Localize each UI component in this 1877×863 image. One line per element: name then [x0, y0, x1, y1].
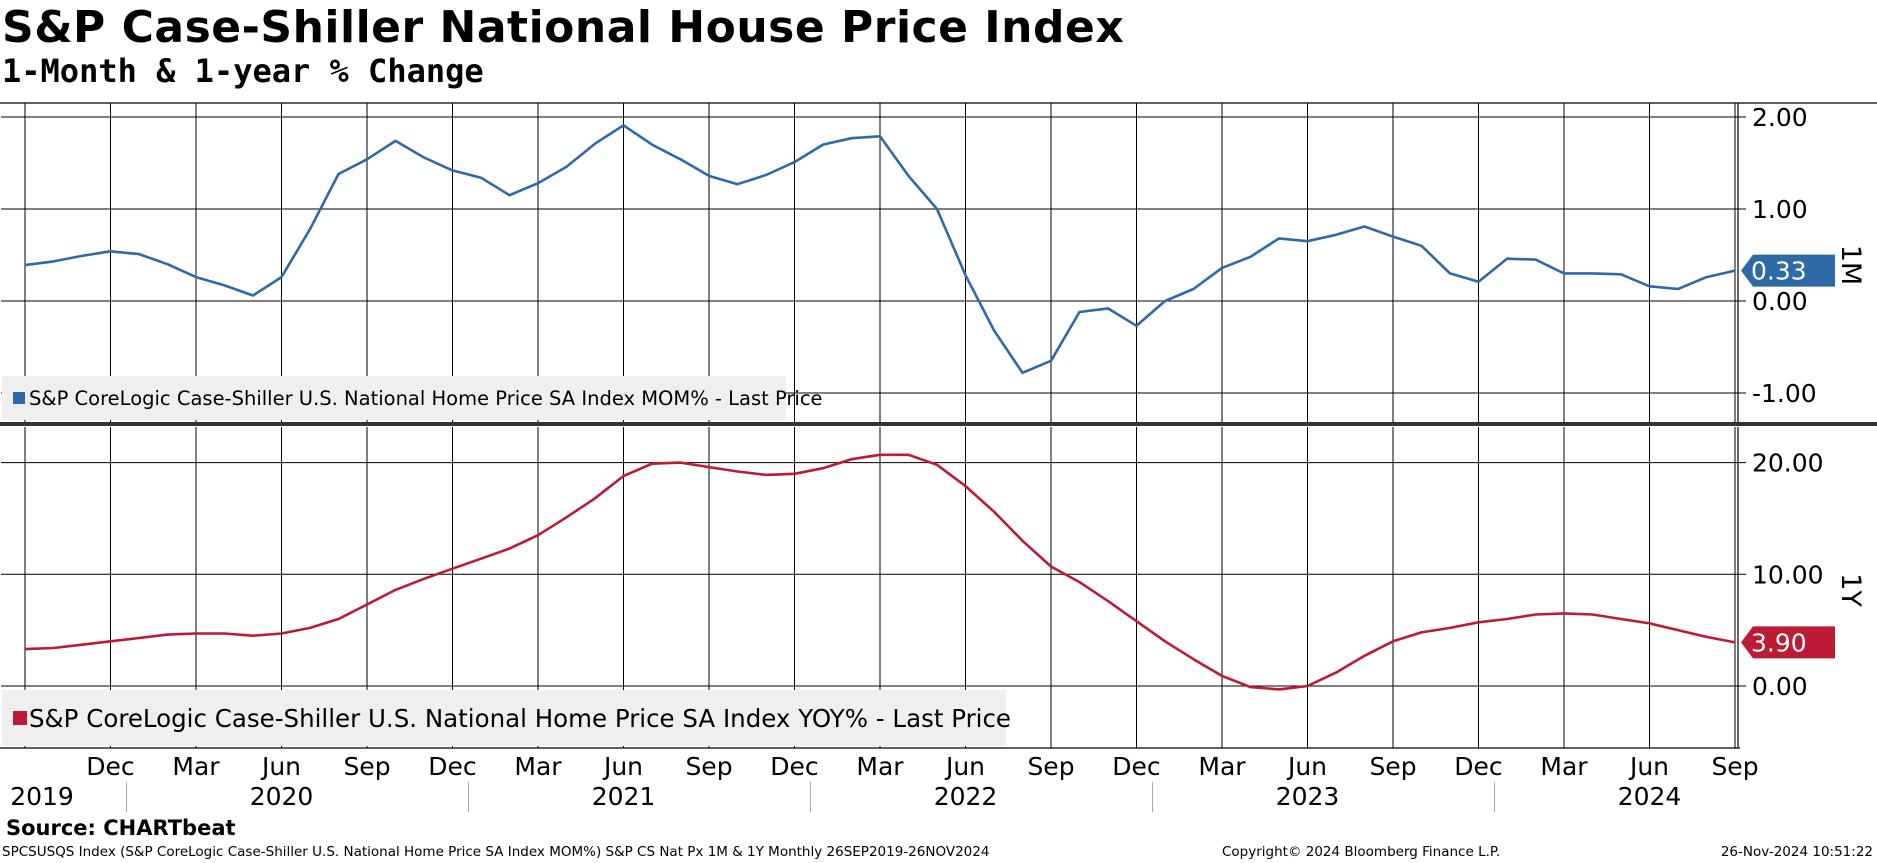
- footer-copyright: Copyright© 2024 Bloomberg Finance L.P.: [1222, 844, 1501, 860]
- chart-area: 2.00 1.00 0.00 -1.00 1M 0.33 S&P CoreLogic Cas…: [0, 102, 1877, 812]
- x-month-label: Dec: [1112, 752, 1160, 781]
- x-month-label: Sep: [685, 752, 732, 781]
- footer-timestamp: 26-Nov-2024 10:51:22: [1720, 844, 1873, 860]
- panel-label: 1Y: [1835, 573, 1866, 607]
- legend-label: S&P CoreLogic Case-Shiller U.S. National…: [29, 704, 1011, 733]
- x-month-label: Jun: [944, 752, 985, 781]
- x-year-label: 2022: [934, 782, 998, 811]
- y-tick-label: 20.00: [1752, 449, 1824, 478]
- x-month-label: Mar: [1198, 752, 1246, 781]
- series-line: [24, 124, 1736, 375]
- x-month-label: Dec: [86, 752, 134, 781]
- chart-subtitle: 1-Month & 1-year % Change: [2, 52, 484, 90]
- y-tick-label: -1.00: [1752, 379, 1817, 408]
- x-month-label: Dec: [1454, 752, 1502, 781]
- y-tick-label: 10.00: [1752, 560, 1824, 589]
- x-month-label: Jun: [1286, 752, 1327, 781]
- last-value-label: 3.90: [1751, 628, 1807, 657]
- x-month-label: Sep: [343, 752, 390, 781]
- y-tick-label: 2.00: [1752, 103, 1808, 132]
- legend-box: [2, 376, 786, 420]
- legend-label: S&P CoreLogic Case-Shiller U.S. National…: [29, 387, 823, 410]
- x-year-label: 2023: [1276, 782, 1340, 811]
- x-month-label: Mar: [514, 752, 562, 781]
- series-line: [24, 453, 1736, 691]
- x-month-label: Mar: [172, 752, 220, 781]
- panel-separator: [0, 422, 1877, 426]
- x-month-label: Sep: [1369, 752, 1416, 781]
- x-year-label: 2024: [1618, 782, 1682, 811]
- x-month-label: Dec: [770, 752, 818, 781]
- x-month-label: Jun: [260, 752, 301, 781]
- last-value-tag: [1741, 626, 1835, 659]
- source-label: Source: CHARTbeat: [6, 816, 236, 840]
- x-month-label: Mar: [856, 752, 904, 781]
- x-year-label: 2019: [10, 782, 74, 811]
- x-month-label: Sep: [1711, 752, 1758, 781]
- chart-title: S&P Case-Shiller National House Price In…: [2, 2, 1125, 53]
- x-month-label: Mar: [1540, 752, 1588, 781]
- y-tick-label: 1.00: [1752, 195, 1808, 224]
- last-value-tag: [1741, 254, 1835, 287]
- panel-label: 1M: [1835, 245, 1866, 285]
- y-tick-label: 0.00: [1752, 672, 1808, 701]
- x-month-label: Jun: [602, 752, 643, 781]
- legend-swatch: [13, 392, 25, 404]
- legend-box: [2, 690, 1006, 746]
- x-year-label: 2021: [592, 782, 656, 811]
- legend-swatch: [13, 711, 27, 725]
- x-year-label: 2020: [250, 782, 314, 811]
- x-month-label: Dec: [428, 752, 476, 781]
- x-month-label: Sep: [1027, 752, 1074, 781]
- y-tick-label: 0.00: [1752, 287, 1808, 316]
- last-value-label: 0.33: [1751, 257, 1807, 286]
- footer-description: SPCSUSQS Index (S&P CoreLogic Case-Shill…: [2, 844, 990, 860]
- x-month-label: Jun: [1628, 752, 1669, 781]
